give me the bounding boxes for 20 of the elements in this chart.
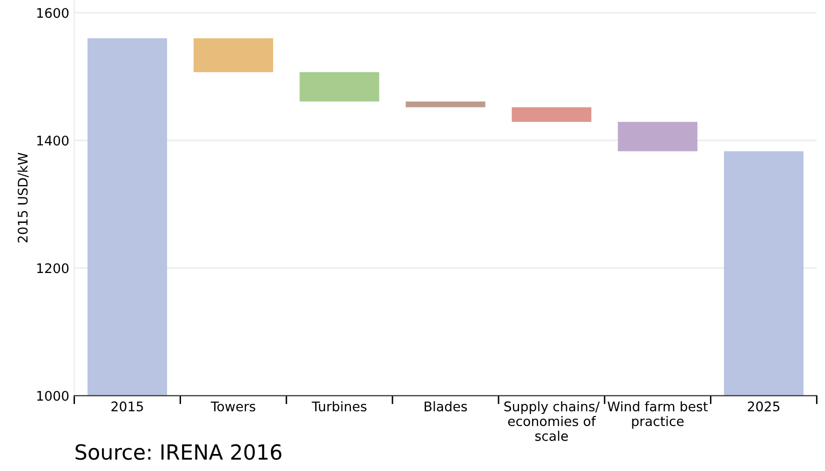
- y-tick-label: 1400: [37, 136, 69, 146]
- bar: [300, 72, 380, 102]
- x-tick-label: Wind farm best practice: [608, 401, 708, 429]
- x-tick-label: 2015: [111, 401, 143, 412]
- y-tick-label: 1000: [37, 390, 69, 401]
- bar: [88, 38, 168, 396]
- bar: [512, 107, 592, 122]
- bar: [618, 122, 698, 152]
- x-tick-label: 2025: [748, 401, 780, 412]
- x-tick-label: Blades: [424, 401, 467, 412]
- x-tick-label: Towers: [210, 402, 256, 412]
- bar: [194, 38, 274, 72]
- bar: [724, 151, 804, 396]
- y-tick-label: 1200: [37, 263, 69, 274]
- source-note: Source: IRENA 2016: [76, 444, 282, 460]
- x-tick-label: Supply chains/ economies of scale: [504, 401, 600, 441]
- y-tick-label: 1600: [37, 8, 69, 18]
- bar: [406, 101, 486, 108]
- y-axis-title: 2015 USD/kW: [17, 152, 29, 242]
- x-tick-label: Turbines: [312, 401, 366, 412]
